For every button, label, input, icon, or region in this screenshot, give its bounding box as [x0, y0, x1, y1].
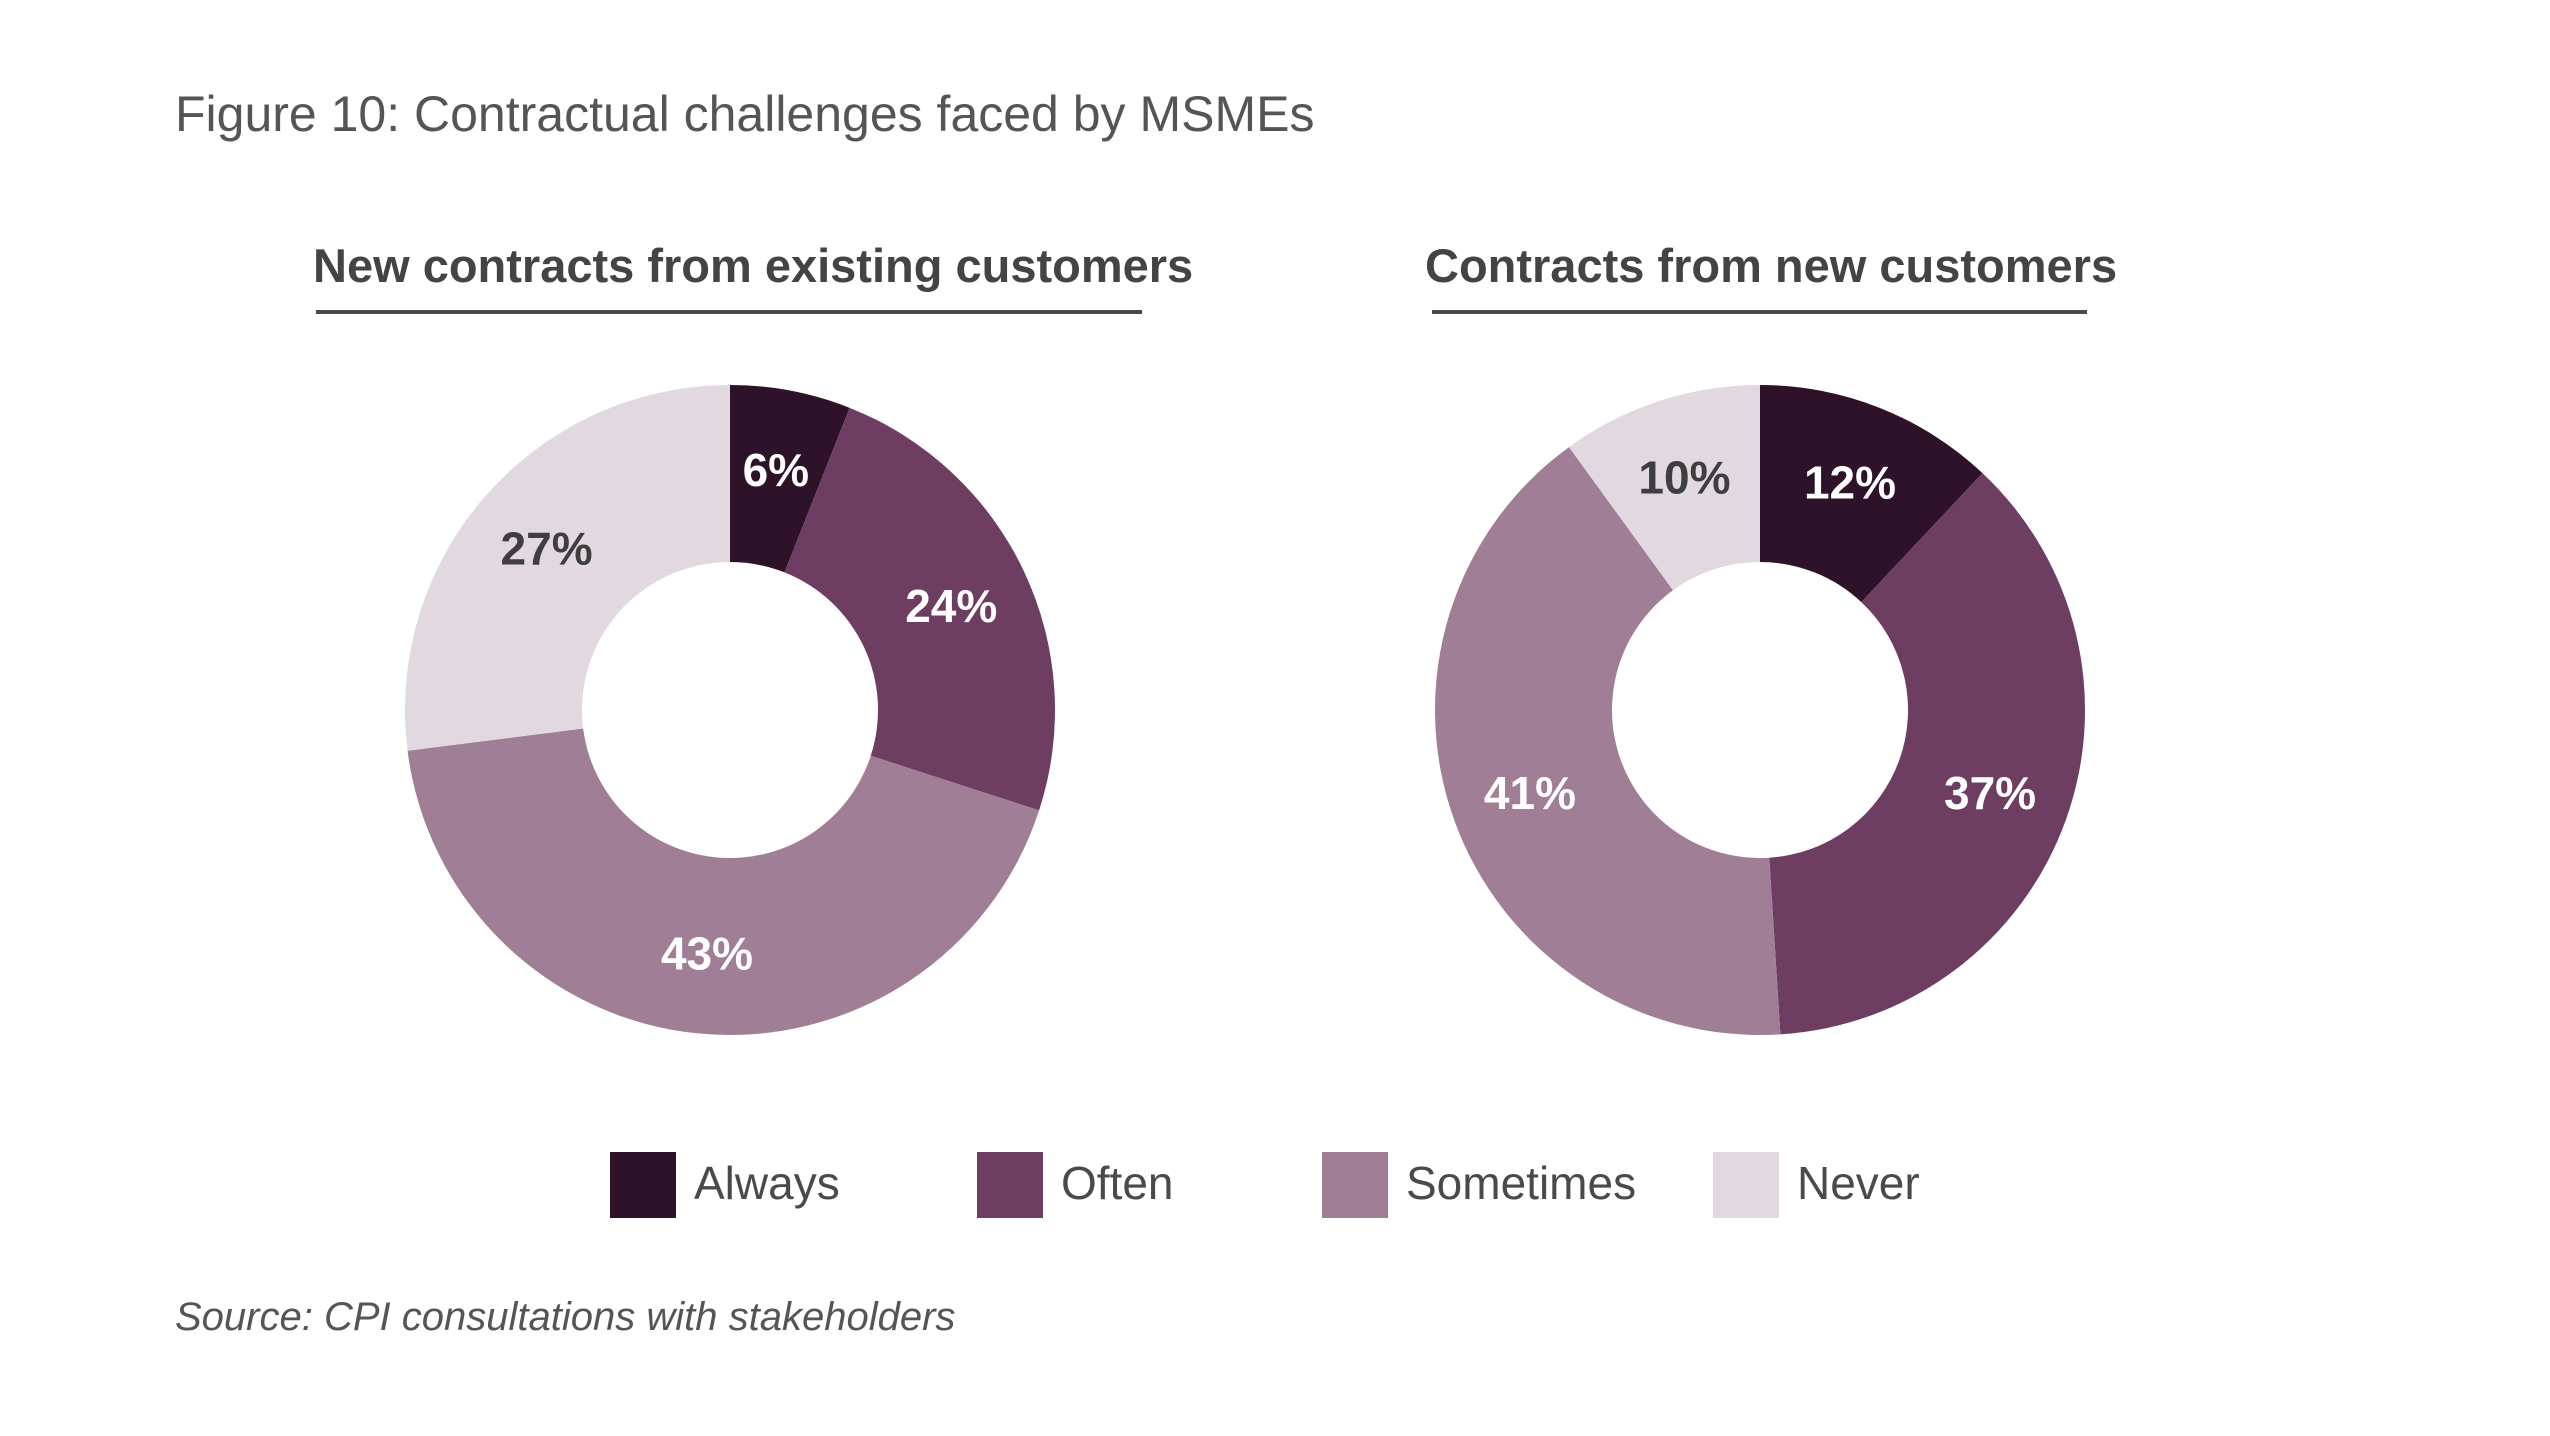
figure-title: Figure 10: Contractual challenges faced …	[175, 86, 1315, 142]
source-note: Source: CPI consultations with stakehold…	[175, 1295, 956, 1339]
slice-always	[730, 385, 850, 573]
legend-label-never: Never	[1797, 1157, 1920, 1209]
slice-sometimes	[407, 728, 1040, 1036]
legend-label-sometimes: Sometimes	[1406, 1157, 1637, 1209]
slice-often	[1769, 473, 2085, 1035]
data-label-always: 6%	[743, 444, 809, 496]
slice-often	[784, 407, 1055, 811]
legend-label-always: Always	[694, 1157, 840, 1209]
slice-always	[1760, 385, 1983, 603]
data-label-never: 10%	[1638, 451, 1730, 503]
legend-swatch-sometimes	[1322, 1152, 1388, 1218]
data-label-often: 37%	[1944, 767, 2036, 819]
donut-chart-new-customers: 12% 37% 41% 10%	[1435, 385, 2085, 1035]
chart-title-new-customers: Contracts from new customers	[1425, 239, 2118, 292]
legend-swatch-often	[977, 1152, 1043, 1218]
title-underline-existing-customers	[316, 310, 1142, 314]
legend-swatch-always	[610, 1152, 676, 1218]
data-label-sometimes: 41%	[1484, 767, 1576, 819]
data-label-sometimes: 43%	[661, 927, 753, 979]
legend-swatch-never	[1713, 1152, 1779, 1218]
data-label-always: 12%	[1804, 457, 1896, 509]
data-label-never: 27%	[501, 522, 593, 574]
legend-label-often: Often	[1061, 1157, 1174, 1209]
data-label-often: 24%	[905, 580, 997, 632]
title-underline-new-customers	[1432, 310, 2087, 314]
donut-chart-existing-customers: 6% 24% 43% 27%	[405, 385, 1055, 1036]
slice-never	[405, 385, 730, 751]
chart-title-existing-customers: New contracts from existing customers	[313, 239, 1194, 292]
slice-sometimes	[1435, 447, 1781, 1035]
slice-never	[1568, 385, 1760, 591]
